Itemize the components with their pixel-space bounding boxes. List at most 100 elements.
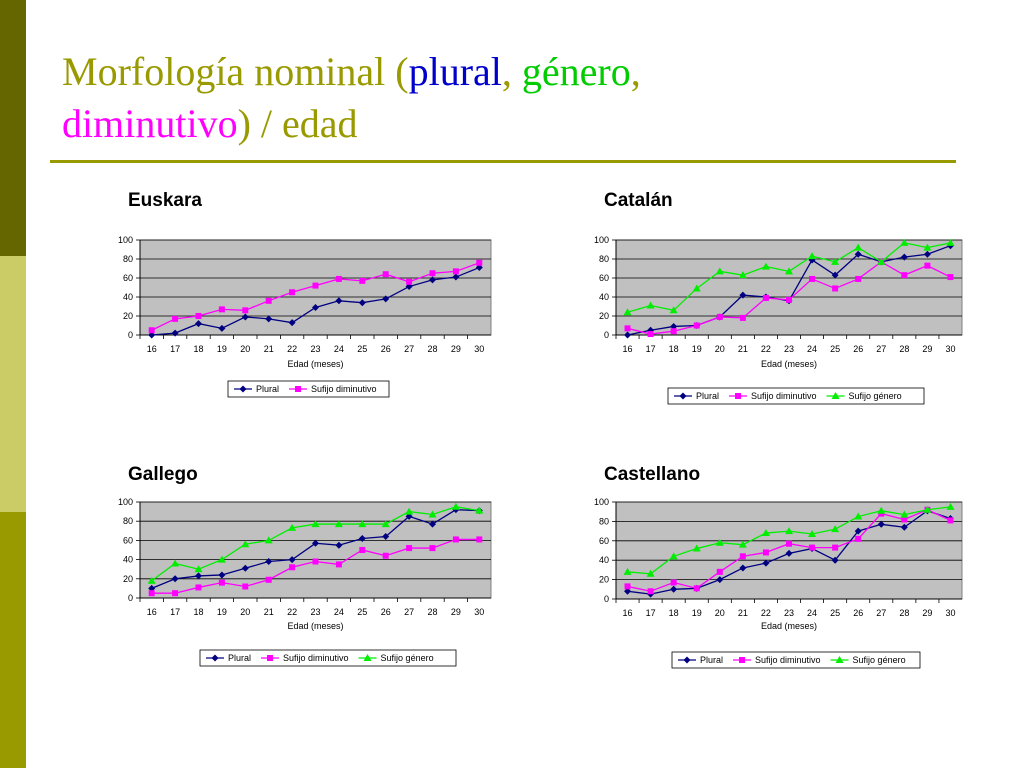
data-point: [429, 520, 436, 528]
data-point: [241, 313, 249, 321]
data-point: [670, 579, 677, 586]
legend-marker: [835, 656, 844, 663]
x-tick-label: 16: [147, 344, 157, 354]
data-point: [786, 540, 792, 547]
data-point: [406, 278, 413, 285]
x-tick-label: 29: [922, 344, 932, 354]
data-point: [946, 502, 955, 510]
data-point: [475, 506, 484, 514]
data-point: [808, 252, 817, 260]
data-point: [923, 250, 931, 258]
data-point: [195, 313, 202, 319]
data-point: [854, 527, 862, 535]
y-tick-label: 0: [604, 594, 609, 604]
data-point: [901, 516, 908, 523]
data-point: [855, 275, 862, 282]
x-tick-label: 28: [427, 344, 437, 354]
legend-label: Sufijo diminutivo: [751, 391, 817, 401]
x-tick-label: 24: [334, 344, 344, 354]
data-point: [171, 575, 179, 583]
x-tick-label: 29: [451, 344, 461, 354]
series-triangle: [623, 502, 955, 577]
data-point: [148, 590, 155, 597]
data-point: [761, 262, 770, 270]
data-point: [195, 572, 202, 580]
data-point: [195, 584, 202, 591]
x-axis-label: Edad (meses): [287, 621, 343, 631]
data-point: [194, 565, 203, 573]
title-part: Morfología nominal (: [62, 49, 409, 94]
data-point: [382, 552, 389, 559]
y-tick-label: 20: [123, 574, 133, 584]
data-point: [241, 564, 249, 572]
y-tick-label: 40: [123, 555, 133, 565]
legend-label: Sufijo género: [849, 391, 902, 401]
series-diamond: [148, 506, 483, 592]
legend-label: Plural: [228, 653, 251, 663]
data-point: [761, 529, 770, 537]
y-tick-label: 40: [599, 292, 609, 302]
legend-label: Sufijo diminutivo: [311, 384, 377, 394]
x-tick-label: 23: [310, 607, 320, 617]
y-tick-label: 80: [599, 254, 609, 264]
legend: Plural Sufijo diminutivo Sufijo género: [671, 651, 921, 669]
y-tick-label: 100: [594, 235, 609, 245]
data-point: [785, 527, 793, 535]
plot-area: [615, 239, 963, 336]
data-point: [809, 544, 816, 551]
y-tick-label: 80: [123, 254, 133, 264]
legend-box: [227, 380, 390, 398]
data-point: [218, 324, 226, 332]
x-tick-label: 26: [381, 607, 391, 617]
x-tick-label: 17: [646, 608, 656, 618]
data-point: [646, 301, 655, 309]
data-point: [218, 571, 226, 579]
data-point: [900, 523, 908, 531]
x-tick-label: 26: [853, 608, 863, 618]
data-point: [647, 588, 654, 595]
chart-title-castellano: Castellano: [604, 464, 701, 485]
data-point: [288, 319, 296, 327]
data-point: [831, 556, 839, 564]
side-bar-top: [0, 0, 26, 256]
x-tick-label: 25: [357, 344, 367, 354]
y-tick-label: 80: [123, 516, 133, 526]
data-point: [624, 583, 631, 590]
data-point: [312, 303, 319, 311]
y-tick-label: 20: [599, 311, 609, 321]
legend-marker: [267, 655, 274, 661]
legend-label: Sufijo género: [381, 653, 434, 663]
data-point: [715, 538, 724, 546]
data-point: [670, 328, 677, 335]
data-point: [692, 284, 701, 292]
chart-castellano: 0 20 40 60 80 100 16 17 18 19 20 21 22 23 24 25 26 27 28 29…: [594, 497, 963, 669]
x-tick-label: 26: [853, 344, 863, 354]
data-point: [288, 523, 297, 531]
data-point: [832, 544, 839, 551]
legend-box: [671, 651, 921, 669]
title-part-diminutivo: diminutivo: [62, 101, 238, 146]
legend-label: Plural: [696, 391, 719, 401]
data-point: [785, 267, 793, 275]
series-square: [148, 259, 483, 334]
chart-title-gallego: Gallego: [128, 464, 198, 485]
x-tick-label: 25: [830, 608, 840, 618]
x-tick-label: 19: [217, 344, 227, 354]
data-point: [147, 576, 156, 584]
legend-marker: [735, 393, 742, 399]
x-tick-label: 18: [669, 608, 679, 618]
legend-label: Sufijo diminutivo: [755, 655, 821, 665]
slide-title: Morfología nominal (plural, género, dimin…: [62, 46, 962, 150]
chart-euskara: 0 20 40 60 80 100 16 17 18 19 20 21 22 23 24 25 26 27 28 29…: [118, 235, 492, 398]
data-point: [947, 517, 954, 524]
legend-marker: [239, 385, 247, 393]
data-point: [947, 274, 954, 281]
data-point: [476, 536, 483, 543]
title-part-genero: género: [521, 49, 631, 94]
x-tick-label: 28: [427, 607, 437, 617]
data-point: [289, 289, 296, 296]
x-tick-label: 16: [623, 608, 633, 618]
data-point: [312, 282, 319, 289]
y-tick-label: 60: [599, 536, 609, 546]
x-tick-label: 30: [945, 344, 955, 354]
